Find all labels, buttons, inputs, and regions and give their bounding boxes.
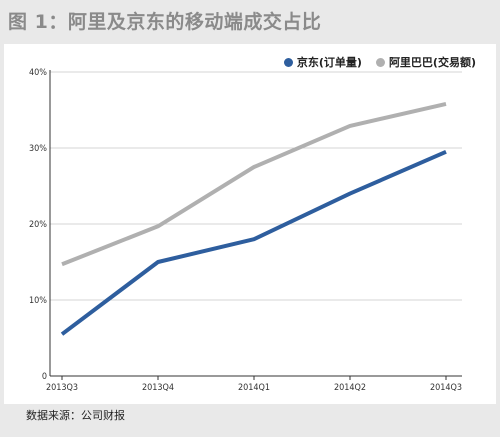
chart-title: 图 1：阿里及京东的移动端成交占比: [8, 11, 322, 33]
legend-label-jd: 京东(订单量): [296, 56, 362, 69]
data-source-note: 数据来源：公司财报: [26, 409, 125, 422]
legend-label-alibaba: 阿里巴巴(交易额): [388, 56, 476, 69]
x-tick-label-1: 2013Q4: [142, 383, 174, 393]
x-tick-label-2: 2014Q1: [238, 383, 270, 393]
y-tick-label-2: 20%: [29, 220, 47, 230]
x-tick-label-4: 2014Q3: [430, 383, 462, 393]
series-line-jd: [60, 149, 447, 336]
y-tick-label-1: 10%: [29, 296, 47, 306]
y-tick-label-0: 0: [42, 372, 47, 382]
y-tick-label-4: 40%: [29, 68, 47, 78]
legend-marker-jd: [283, 57, 293, 67]
x-tick-label-0: 2013Q3: [46, 383, 78, 393]
x-tick-label-3: 2014Q2: [334, 383, 366, 393]
y-tick-label-3: 30%: [29, 144, 47, 154]
legend-item-jd: 京东(订单量): [283, 54, 362, 70]
series-line-alibaba: [61, 101, 447, 267]
legend-item-alibaba: 阿里巴巴(交易额): [375, 54, 476, 70]
legend-marker-alibaba: [375, 57, 385, 67]
legend: 京东(订单量) 阿里巴巴(交易额): [283, 54, 476, 70]
